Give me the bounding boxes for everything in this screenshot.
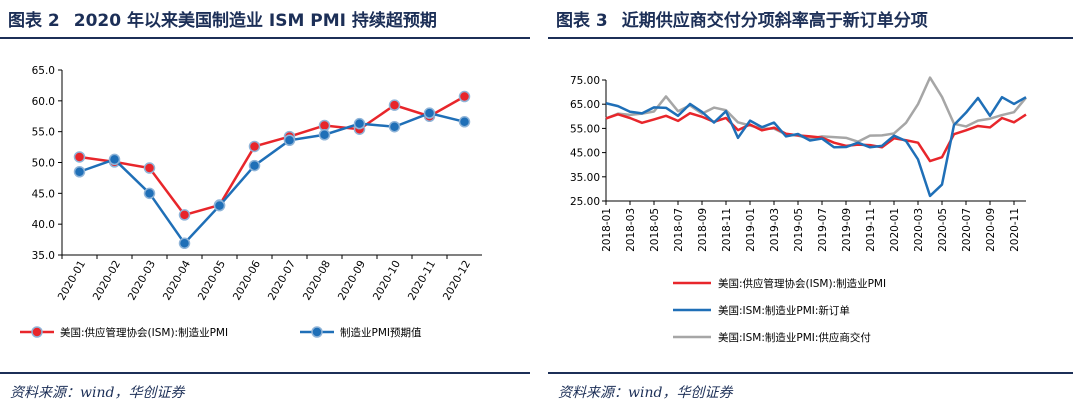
- legend-swatch-marker: [311, 326, 323, 338]
- figure-2-top-rule: [0, 37, 530, 39]
- data-point-1: [458, 90, 471, 103]
- y-tick-label: 65.0: [32, 65, 55, 77]
- y-tick-label: 45.0: [32, 188, 55, 200]
- data-point-2: [353, 117, 366, 130]
- x-tick-label: 2020-07: [961, 208, 973, 252]
- legend-label: 美国:供应管理协会(ISM):制造业PMI: [60, 326, 228, 339]
- data-point-2: [178, 237, 191, 250]
- y-tick-label: 60.0: [32, 96, 55, 108]
- y-tick-label: 40.0: [32, 219, 55, 231]
- data-point-2: [213, 199, 226, 212]
- figure-3-panel: 图表 3 近期供应商交付分项斜率高于新订单分项 25.00 35.00 45.00 55…: [548, 0, 1073, 413]
- legend-label: 美国:供应管理协会(ISM):制造业PMI: [718, 277, 886, 290]
- y-tick-label: 25.00: [570, 196, 600, 208]
- ism-subindex-chart: 25.00 35.00 45.00 55.00 65.00 75.00 2018-01 201…: [570, 75, 1027, 344]
- legend-label: 制造业PMI预期值: [340, 326, 422, 339]
- data-point-2: [388, 120, 401, 133]
- data-point-1: [178, 209, 191, 221]
- x-tick-label: 2019-11: [865, 208, 877, 252]
- x-tick-label: 2020-02: [91, 259, 123, 303]
- x-tick-label: 2018-07: [673, 208, 685, 252]
- x-tick-label: 2020-05: [937, 208, 949, 252]
- data-point-2: [318, 129, 331, 141]
- x-tick-label: 2020-09: [336, 259, 368, 303]
- x-tick-label: 2020-06: [231, 258, 263, 302]
- x-tick-label: 2019-05: [793, 208, 805, 252]
- x-tick-label: 2020-05: [196, 259, 228, 303]
- figure-3-number: 图表 3: [556, 11, 608, 31]
- series-line-1: [605, 111, 1027, 163]
- data-point-2: [423, 107, 436, 119]
- x-tick-label: 2019-07: [817, 208, 829, 252]
- y-tick-label: 35.00: [570, 172, 600, 184]
- data-point-2: [108, 153, 121, 166]
- legend-swatch-marker: [31, 326, 43, 338]
- figure-2-number: 图表 2: [8, 11, 60, 31]
- data-point-2: [458, 116, 471, 128]
- x-tick-label: 2019-01: [745, 208, 757, 252]
- x-tick-label: 2019-09: [841, 208, 853, 252]
- x-tick-label: 2020-04: [161, 258, 193, 302]
- x-tick-label: 2018-09: [697, 208, 709, 252]
- x-tick-label: 2020-11: [406, 259, 438, 303]
- y-tick-label: 65.00: [570, 99, 600, 111]
- x-tick-label: 2018-01: [601, 208, 613, 252]
- x-tick-label: 2020-12: [441, 259, 473, 303]
- x-tick-label: 2020-01: [889, 208, 901, 252]
- legend-label: 美国:ISM:制造业PMI:新订单: [718, 304, 850, 317]
- x-tick-label: 2018-05: [649, 208, 661, 252]
- y-tick-label: 35.0: [32, 250, 55, 262]
- x-tick-label: 2020-03: [913, 208, 925, 252]
- x-tick-label: 2020-11: [1009, 208, 1021, 252]
- y-tick-label: 50.0: [32, 158, 55, 170]
- x-tick-label: 2018-11: [721, 208, 733, 252]
- y-tick-label: 45.00: [570, 148, 600, 160]
- x-tick-label: 2020-01: [56, 259, 88, 303]
- y-tick-label: 75.00: [570, 75, 600, 87]
- data-point-2: [248, 159, 261, 172]
- x-tick-label: 2020-08: [301, 259, 333, 303]
- data-point-2: [143, 187, 156, 200]
- data-point-2: [283, 134, 296, 147]
- series-line-1: [79, 95, 466, 217]
- figure-3-top-rule: [548, 37, 1073, 39]
- figure-3-title: 图表 3 近期供应商交付分项斜率高于新订单分项: [556, 6, 928, 31]
- figure-3-source: 资料来源：wind，华创证券: [558, 385, 733, 401]
- x-tick-label: 2020-03: [126, 259, 158, 303]
- x-tick-label: 2020-10: [371, 259, 403, 303]
- y-tick-label: 55.0: [32, 127, 55, 139]
- figure-3-title-text: 近期供应商交付分项斜率高于新订单分项: [621, 11, 928, 31]
- series-line-2: [79, 111, 465, 246]
- data-point-2: [73, 166, 86, 178]
- series-line-2: [605, 95, 1027, 198]
- data-point-1: [143, 162, 156, 174]
- figure-2-bottom-rule: [0, 372, 530, 374]
- figure-2-panel: 图表 2 2020 年以来美国制造业 ISM PMI 持续超预期 35.0 40.0…: [0, 0, 530, 413]
- y-tick-label: 55.00: [570, 123, 600, 135]
- x-tick-label: 2019-03: [769, 208, 781, 252]
- figure-2-source: 资料来源：wind，华创证券: [10, 385, 185, 401]
- x-tick-label: 2018-03: [625, 208, 637, 252]
- x-tick-label: 2020-07: [266, 259, 298, 303]
- data-point-1: [388, 99, 401, 111]
- figure-2-title: 图表 2 2020 年以来美国制造业 ISM PMI 持续超预期: [8, 6, 437, 31]
- figure-3-bottom-rule: [548, 372, 1073, 374]
- data-point-1: [248, 140, 261, 153]
- x-tick-label: 2020-09: [985, 208, 997, 252]
- legend-label: 美国:ISM:制造业PMI:供应商交付: [718, 331, 871, 344]
- data-point-1: [73, 151, 86, 163]
- figure-2-title-text: 2020 年以来美国制造业 ISM PMI 持续超预期: [73, 11, 437, 31]
